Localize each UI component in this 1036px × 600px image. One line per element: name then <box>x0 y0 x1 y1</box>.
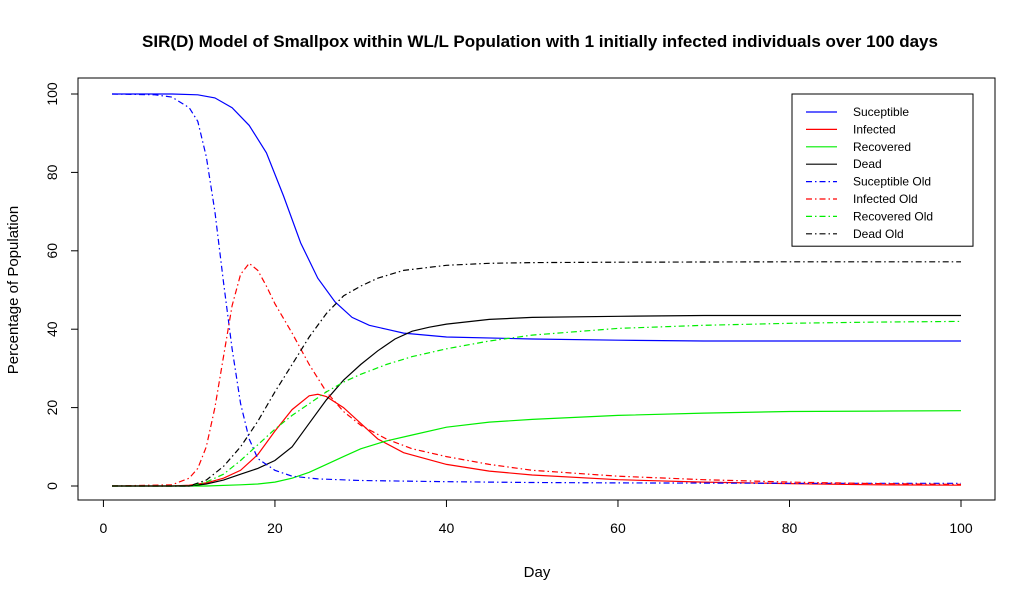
series-line-5 <box>111 93 961 484</box>
legend-entry-5: Suceptible Old <box>853 175 931 189</box>
axes: 0 20 40 60 80 100 0 20 40 60 80 100 <box>44 77 996 536</box>
legend-entry-8: Dead Old <box>853 227 904 241</box>
x-tick-label-3: 60 <box>610 520 626 536</box>
y-tick-label-4: 80 <box>44 164 60 180</box>
x-axis-label: Day <box>524 564 551 581</box>
series-line-7 <box>112 320 962 487</box>
y-tick-label-2: 40 <box>44 321 60 337</box>
y-tick-label-3: 60 <box>44 243 60 259</box>
legend-entry-7: Recovered Old <box>853 209 933 223</box>
legend-entry-2: Infected <box>853 122 896 136</box>
legend-entry-3: Recovered <box>853 140 911 154</box>
y-tick-label-1: 20 <box>44 400 60 416</box>
plot-area <box>111 93 962 487</box>
legend-entry-6: Infected Old <box>853 192 918 206</box>
legend: Suceptible Infected Recovered Dead Suceptibl… <box>791 93 974 247</box>
x-tick-label-0: 0 <box>100 520 108 536</box>
x-tick-label-5: 100 <box>949 520 973 536</box>
y-axis-label: Percentage of Population <box>5 206 22 374</box>
x-tick-label-1: 20 <box>267 520 283 536</box>
legend-entry-4: Dead <box>853 157 882 171</box>
series-line-3 <box>112 410 962 487</box>
x-tick-label-4: 80 <box>782 520 798 536</box>
series-line-6 <box>111 262 962 487</box>
y-tick-label-5: 100 <box>44 82 60 106</box>
series-line-1 <box>112 93 961 342</box>
chart-title: SIR(D) Model of Smallpox within WL/L Pop… <box>142 32 938 51</box>
series-line-4 <box>112 314 961 487</box>
legend-entry-1: Suceptible <box>853 105 909 119</box>
series-line-8 <box>112 261 961 487</box>
x-tick-label-2: 40 <box>439 520 455 536</box>
legend-box <box>791 93 974 247</box>
series-line-2 <box>112 393 962 487</box>
y-tick-label-0: 0 <box>44 482 60 490</box>
